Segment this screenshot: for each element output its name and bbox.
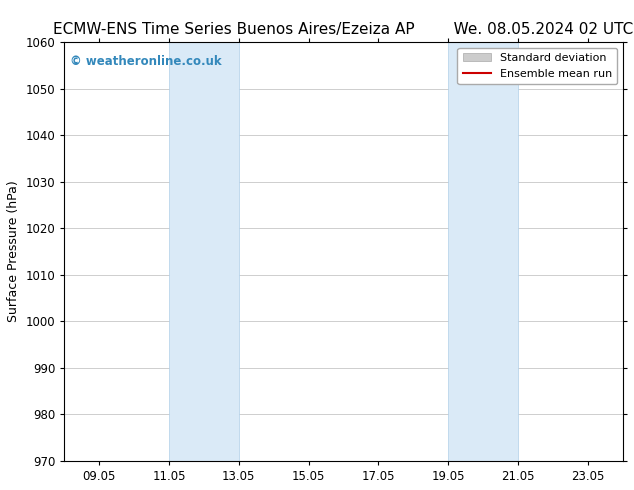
Text: © weatheronline.co.uk: © weatheronline.co.uk	[70, 54, 221, 68]
Bar	[448, 42, 518, 461]
Y-axis label: Surface Pressure (hPa): Surface Pressure (hPa)	[7, 181, 20, 322]
Title: ECMW-ENS Time Series Buenos Aires/Ezeiza AP        We. 08.05.2024 02 UTC: ECMW-ENS Time Series Buenos Aires/Ezeiza…	[53, 22, 634, 37]
Legend: Standard deviation, Ensemble mean run: Standard deviation, Ensemble mean run	[457, 48, 618, 84]
Bar	[169, 42, 239, 461]
